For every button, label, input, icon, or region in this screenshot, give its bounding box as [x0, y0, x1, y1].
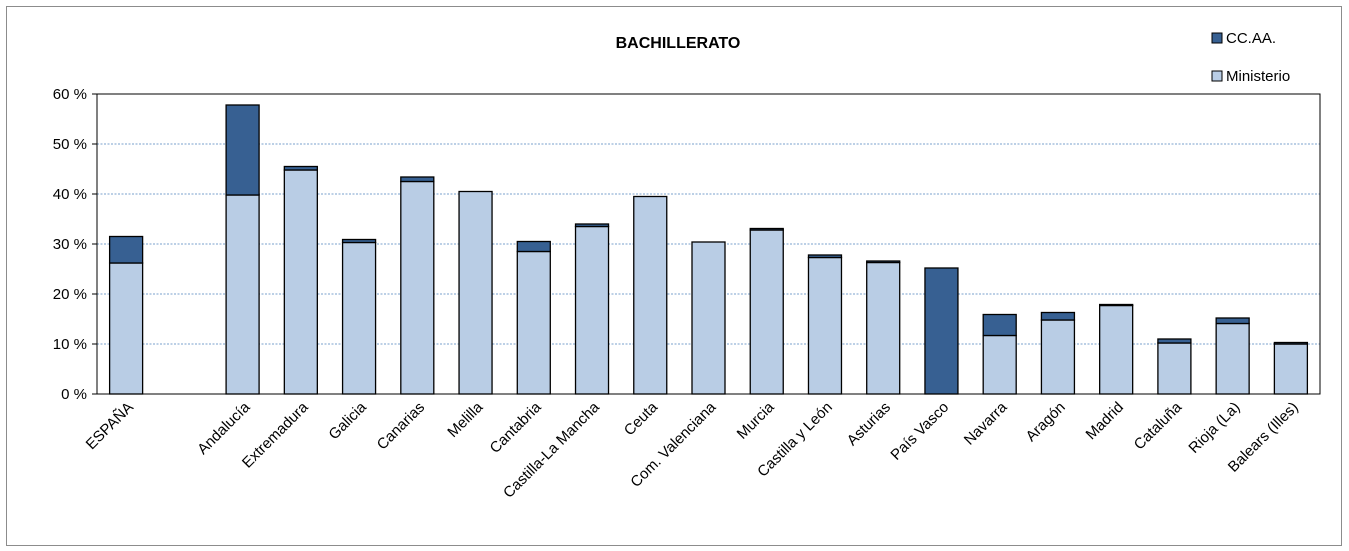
bar-ccaa [749, 227, 784, 231]
y-tick-label: 60 % [53, 86, 87, 103]
bar-ccaa [225, 104, 260, 196]
y-tick-label: 30 % [53, 236, 87, 253]
x-category-label: País Vasco [887, 399, 952, 464]
bar-ministerio [691, 241, 726, 395]
bar-ccaa [1099, 303, 1134, 307]
bar-ccaa [1040, 311, 1076, 321]
legend-swatch [1211, 70, 1223, 82]
x-category-label: Canarias [374, 399, 428, 453]
bar-ccaa [1273, 341, 1309, 345]
legend-swatch [1211, 32, 1223, 44]
y-tick-label: 10 % [53, 336, 87, 353]
bar-ministerio [749, 229, 784, 395]
x-category-label: Ceuta [621, 398, 662, 439]
x-category-label: Melilla [444, 398, 487, 441]
y-axis-ticks: 0 % 10 % 20 % 30 % 40 % 50 % 60 % [53, 86, 87, 403]
bar-ministerio [341, 241, 377, 395]
bar-ccaa [283, 165, 318, 171]
bar-ccaa [982, 313, 1017, 337]
bars [108, 104, 1309, 395]
bar-ministerio [807, 256, 843, 395]
bar-ccaa [574, 223, 610, 228]
x-category-label: Cataluña [1131, 398, 1186, 453]
bar-ministerio [1157, 342, 1192, 395]
x-category-label: Andalucía [194, 398, 254, 458]
bar-ministerio [1273, 343, 1309, 395]
x-category-label: Asturias [844, 399, 894, 449]
x-category-label: Rioja (La) [1185, 399, 1243, 457]
bar-ministerio [283, 169, 318, 395]
bar-ccaa [516, 240, 551, 253]
bar-ministerio [108, 262, 144, 395]
x-category-label: Murcia [734, 398, 778, 442]
x-category-label: Galicia [325, 398, 370, 443]
bar-ministerio [982, 334, 1017, 395]
bar-ministerio [225, 194, 260, 395]
legend-label: CC.AA. [1226, 30, 1276, 47]
axes [92, 93, 1321, 395]
bar-ccaa [341, 238, 377, 244]
y-tick-label: 40 % [53, 186, 87, 203]
y-tick-label: 0 % [61, 386, 87, 403]
x-category-label: Castilla-La Mancha [500, 398, 603, 501]
bar-ccaa [108, 235, 144, 264]
bar-ministerio [633, 195, 668, 395]
bar-ccaa [1157, 338, 1192, 344]
x-category-label: Madrid [1083, 399, 1127, 443]
x-category-label: Cantabria [487, 398, 545, 456]
y-tick-label: 20 % [53, 286, 87, 303]
bar-ministerio [866, 261, 901, 395]
bar-ccaa [1215, 317, 1250, 325]
bar-ccaa [807, 254, 843, 259]
bar-ccaa [400, 176, 435, 183]
bar-ministerio [574, 225, 610, 395]
bar-ccaa [866, 260, 901, 264]
x-category-label: ESPAÑA [83, 399, 137, 453]
bar-ministerio [458, 190, 493, 395]
bar-ministerio [400, 180, 435, 395]
bar-ministerio [1099, 304, 1134, 395]
legend: CC.AA. Ministerio [1211, 30, 1290, 85]
bar-ministerio [516, 250, 551, 395]
legend-label: Ministerio [1226, 68, 1290, 85]
y-tick-label: 50 % [53, 136, 87, 153]
chart-title: BACHILLERATO [616, 35, 741, 52]
bar-ministerio [1040, 319, 1076, 395]
bar-ministerio [1215, 322, 1250, 395]
bar-ccaa [924, 267, 959, 395]
x-category-label: Aragón [1023, 399, 1069, 445]
x-category-label: Navarra [961, 398, 1011, 448]
